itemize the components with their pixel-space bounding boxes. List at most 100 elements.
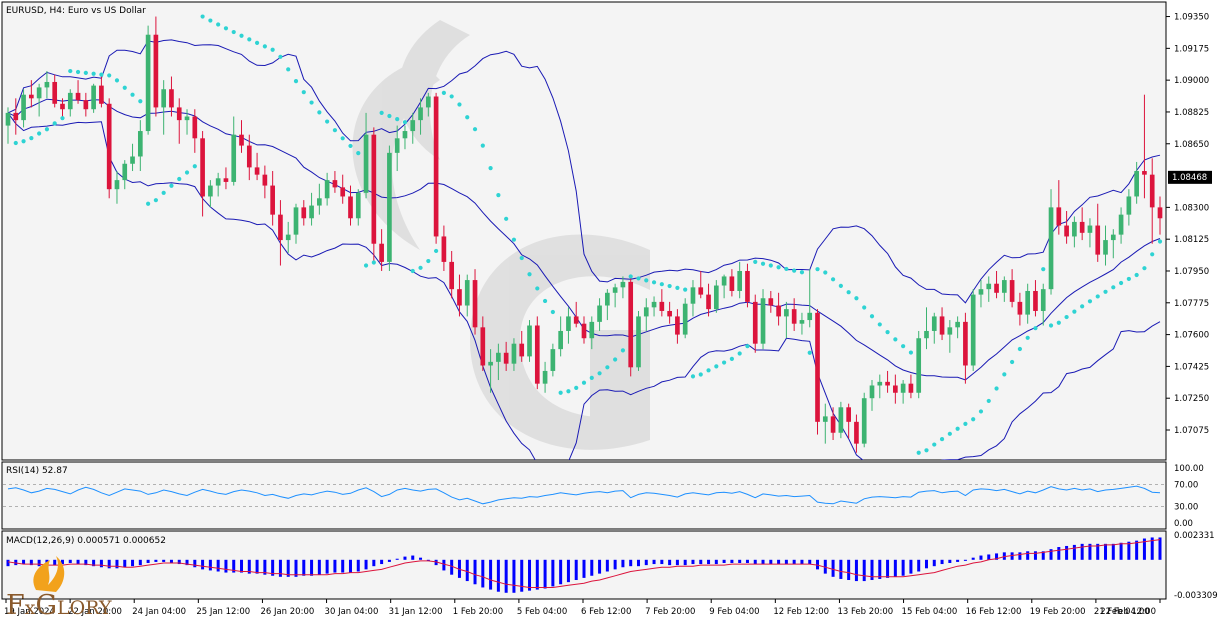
time-tick-label: 13 Feb 20:00 (837, 607, 893, 617)
macd-bar (831, 559, 835, 577)
macd-bar (808, 559, 812, 565)
sar-dot (262, 44, 267, 49)
candle-body (838, 407, 844, 433)
candle-body (215, 178, 221, 186)
sar-dot (1010, 359, 1015, 365)
candle-body (184, 116, 190, 121)
sar-dot (605, 365, 610, 370)
macd-bar (271, 559, 275, 576)
sar-dot (1048, 323, 1054, 328)
sar-dot (270, 47, 275, 52)
macd-bar (372, 559, 376, 567)
macd-bar (543, 559, 547, 589)
candle-body (589, 321, 595, 339)
macd-bar (1033, 551, 1037, 560)
macd-bar (232, 559, 236, 573)
sar-dot (932, 442, 937, 447)
price-tick-label: 1.07600 (1174, 331, 1209, 341)
macd-bar (356, 559, 360, 572)
candle-body (208, 185, 213, 197)
candle-body (99, 85, 104, 104)
macd-bar (1010, 552, 1014, 560)
main-panel (1, 1, 1167, 461)
macd-bar (84, 559, 88, 566)
sar-dot (854, 296, 859, 301)
macd-bar (761, 559, 765, 565)
candle-body (885, 381, 890, 386)
upper-band (7, 39, 1161, 304)
candle-body (752, 301, 758, 344)
macd-bar (870, 559, 874, 581)
candle-body (270, 185, 275, 215)
candle-body (1033, 290, 1038, 311)
rsi-tick-label: 100.00 (1174, 464, 1204, 474)
sar-dot (301, 90, 306, 95)
candle-body (566, 316, 571, 331)
macd-tick-label: 0.002331 (1174, 531, 1215, 541)
macd-bar (341, 559, 345, 573)
macd-bar (963, 559, 967, 561)
candle-body (394, 138, 400, 153)
macd-bar (177, 559, 181, 565)
candle-body (75, 92, 81, 101)
candle-body (955, 321, 960, 328)
sar-dot (1134, 272, 1139, 278)
sar-dot (1150, 252, 1155, 257)
time-tick-label: 30 Jan 04:00 (325, 607, 379, 617)
candle-body (1110, 234, 1116, 241)
macd-bar (162, 559, 166, 562)
macd-title: MACD(12,26,9) 0.000571 0.000652 (6, 536, 166, 546)
candle-body (963, 321, 968, 366)
sar-dot (706, 368, 711, 373)
sar-dot (1002, 372, 1007, 377)
sar-dot (231, 29, 236, 35)
candle-body (433, 96, 439, 237)
macd-bar (146, 559, 150, 563)
candle-body (262, 174, 268, 186)
sar-dot (916, 450, 921, 455)
sar-dot (457, 102, 462, 107)
macd-bar (862, 559, 866, 582)
candle-body (332, 180, 338, 188)
sar-dot (177, 176, 182, 182)
candle-body (464, 280, 470, 306)
macd-bar (1158, 537, 1162, 560)
macd-bar (22, 559, 26, 565)
macd-bar (559, 559, 563, 585)
sar-dot (60, 116, 65, 121)
macd-bar (201, 559, 205, 570)
candle-body (503, 352, 509, 364)
parabolic-sar (13, 14, 1163, 455)
candle-body (931, 316, 937, 331)
macd-bar (6, 559, 10, 567)
sar-dot (254, 40, 260, 46)
candle-body (67, 92, 73, 110)
candle-body (807, 312, 813, 321)
macd-bar (115, 559, 119, 569)
price-tick-label: 1.09350 (1174, 13, 1209, 23)
macd-bar (660, 559, 664, 565)
sar-dot (597, 371, 602, 376)
candle-body (254, 167, 260, 175)
macd-bar (878, 559, 882, 579)
sar-dot (184, 170, 190, 175)
sar-dot (714, 364, 719, 369)
macd-bar (481, 559, 485, 588)
candle-body (558, 330, 563, 350)
sar-dot (371, 260, 376, 265)
macd-bar (784, 559, 788, 565)
sar-dot (815, 267, 820, 272)
candle-body (1149, 174, 1155, 208)
macd-bar (792, 559, 796, 565)
macd-tick-label: -0.003309 (1174, 591, 1218, 601)
candle-body (44, 81, 50, 88)
macd-bar (395, 558, 399, 560)
candle-body (784, 309, 789, 317)
candle-body (36, 87, 42, 99)
sar-dot (332, 128, 338, 133)
sar-dot (410, 268, 415, 274)
sar-dot (449, 94, 454, 99)
macd-bar (255, 559, 259, 574)
sar-dot (947, 431, 952, 436)
candle-body (363, 134, 369, 193)
